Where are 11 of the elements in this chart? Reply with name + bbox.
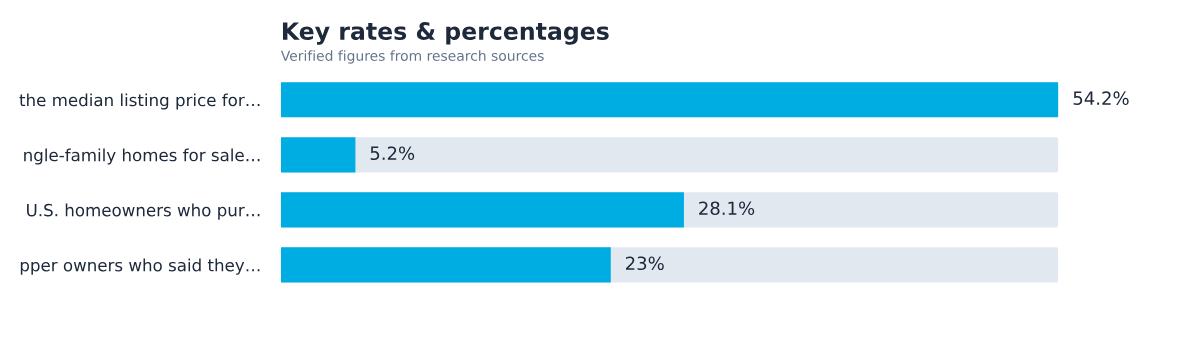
y-tick-label: ngle-family homes for sale…: [24, 148, 260, 165]
y-tick-label: the median listing price for…: [19, 93, 260, 110]
data-label: 5.2%: [370, 146, 415, 161]
data-label: 28.1%: [699, 201, 755, 216]
chart-subtitle: Verified figures from research sources: [280, 50, 544, 64]
data-label: 23%: [625, 256, 664, 271]
y-tick-label: pper owners who said they…: [20, 258, 260, 275]
chart-title: Key rates & percentages: [282, 22, 609, 45]
data-label: 54.2%: [1073, 91, 1129, 105]
bar: [280, 137, 356, 173]
y-tick-label: U.S. homeowners who pur…: [27, 203, 260, 220]
